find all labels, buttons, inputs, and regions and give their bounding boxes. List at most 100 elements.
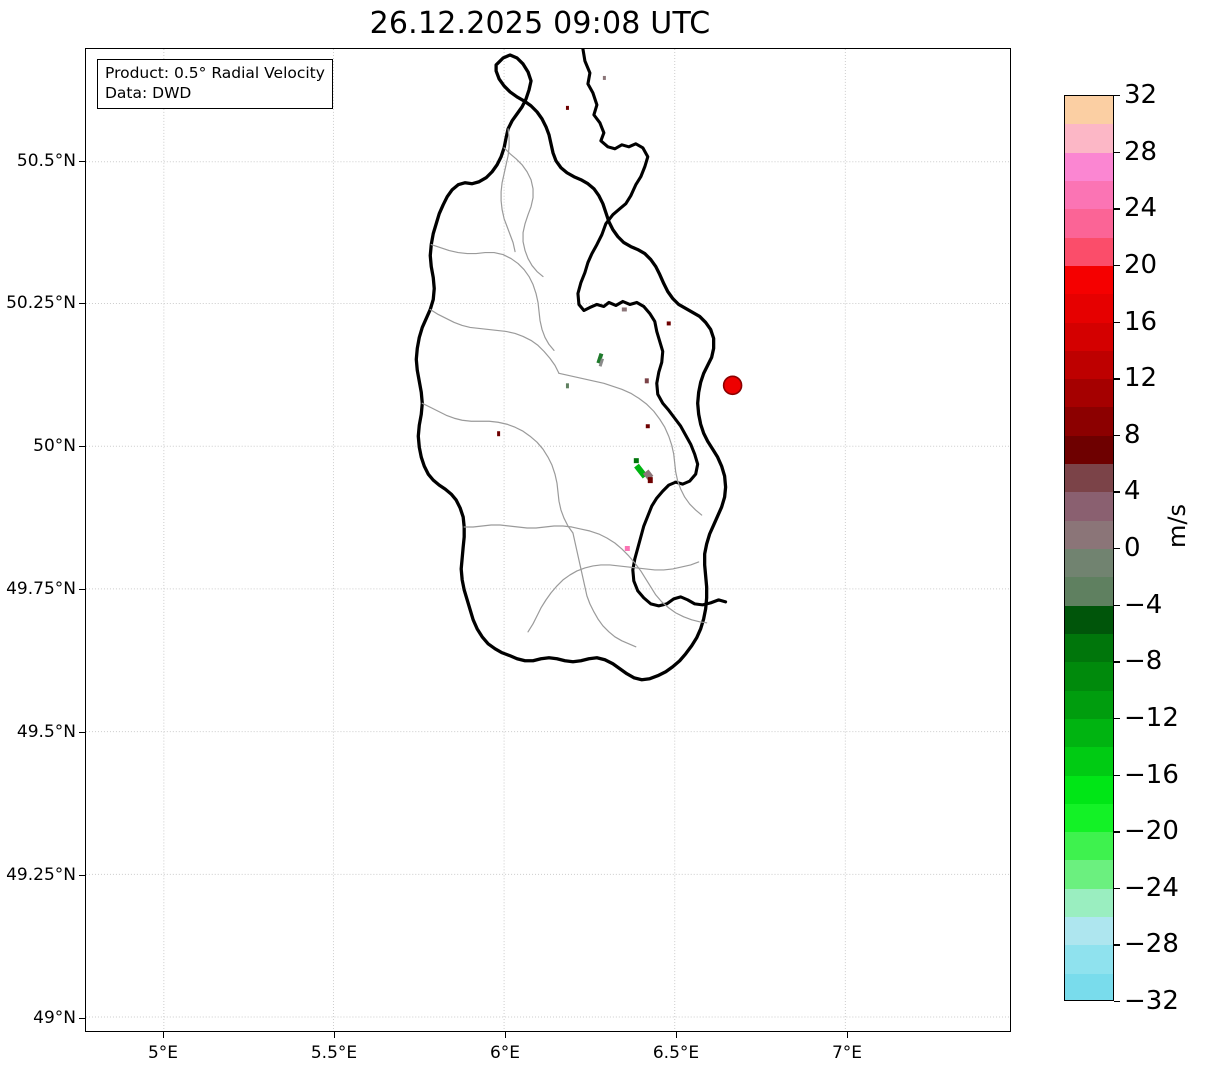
radar-echo <box>621 307 627 312</box>
colorbar-band <box>1065 464 1113 493</box>
colorbar-tick-mark <box>1114 1001 1120 1003</box>
annotation-data-line: Data: DWD <box>105 83 192 102</box>
colorbar-tick-label: −32 <box>1124 986 1179 1016</box>
y-tick-label: 49.5°N <box>16 722 76 742</box>
colorbar-axis-label: m/s <box>1163 504 1191 548</box>
colorbar-band <box>1065 549 1113 578</box>
colorbar-band <box>1065 96 1113 125</box>
x-tick-mark <box>847 1032 849 1038</box>
colorbar-tick-label: −24 <box>1124 872 1179 903</box>
map-canvas <box>86 49 1010 1031</box>
colorbar-tick-mark <box>1114 548 1120 550</box>
admin-boundaries <box>421 128 708 648</box>
colorbar-band <box>1065 633 1113 663</box>
colorbar-band <box>1065 237 1113 267</box>
colorbar-band <box>1065 860 1113 890</box>
radar-echo <box>647 477 653 484</box>
colorbar-tick-mark <box>1114 944 1120 946</box>
x-tick-mark <box>505 1032 507 1038</box>
colorbar-tick-label: 8 <box>1124 419 1141 450</box>
y-tick-label: 50°N <box>33 436 76 456</box>
colorbar-band <box>1065 747 1113 777</box>
colorbar-band <box>1065 888 1113 918</box>
y-tick-mark <box>79 446 85 448</box>
x-tick-label: 7°E <box>831 1043 863 1063</box>
x-tick-label: 6.5°E <box>652 1043 700 1063</box>
colorbar-tick-label: 12 <box>1124 363 1158 394</box>
x-tick-mark <box>163 1032 165 1038</box>
colorbar-tick-label: −28 <box>1124 929 1179 960</box>
annotation-product-line: Product: 0.5° Radial Velocity <box>105 64 325 82</box>
colorbar-tick-mark <box>1114 151 1120 154</box>
colorbar[interactable] <box>1064 95 1114 1001</box>
colorbar-band <box>1065 662 1113 692</box>
y-tick-label: 49.25°N <box>6 865 76 885</box>
colorbar-band <box>1065 379 1113 409</box>
radar-echo <box>633 458 639 464</box>
page-title: 26.12.2025 09:08 UTC <box>369 6 711 41</box>
x-tick-mark <box>334 1032 336 1038</box>
colorbar-tick-mark <box>1114 321 1120 323</box>
colorbar-tick-mark <box>1114 774 1120 776</box>
x-tick-label: 6°E <box>489 1043 521 1063</box>
colorbar-tick-label: −20 <box>1124 816 1179 847</box>
colorbar-tick-mark <box>1114 378 1120 380</box>
colorbar-band <box>1065 152 1113 182</box>
y-tick-label: 50.25°N <box>6 293 76 313</box>
radar-echo <box>644 378 649 384</box>
colorbar-tick-mark <box>1114 264 1120 267</box>
colorbar-band <box>1065 209 1113 239</box>
colorbar-tick-label: −4 <box>1124 589 1163 620</box>
colorbar-band <box>1065 718 1113 748</box>
country-borders <box>576 49 728 608</box>
y-tick-mark <box>79 589 85 591</box>
colorbar-tick-label: 28 <box>1124 136 1158 167</box>
colorbar-band <box>1065 124 1113 154</box>
radar-site-marker <box>722 375 743 396</box>
colorbar-band <box>1065 803 1113 833</box>
grid-lines <box>86 49 1010 1031</box>
colorbar-band <box>1065 322 1113 352</box>
colorbar-band <box>1065 520 1113 550</box>
x-tick-label: 5°E <box>147 1043 179 1063</box>
radar-echo <box>602 75 606 80</box>
colorbar-tick-mark <box>1114 208 1120 210</box>
y-tick-mark <box>79 161 85 163</box>
y-tick-mark <box>79 732 85 734</box>
colorbar-tick-mark <box>1114 661 1120 663</box>
colorbar-band <box>1065 605 1113 635</box>
radar-echo <box>598 358 605 367</box>
colorbar-tick-mark <box>1114 717 1120 720</box>
colorbar-band <box>1065 294 1113 324</box>
colorbar-band <box>1065 973 1113 1000</box>
y-tick-label: 49.75°N <box>6 579 76 599</box>
radar-echo <box>497 431 501 437</box>
colorbar-tick-label: −8 <box>1124 646 1163 677</box>
radar-echo <box>666 321 671 326</box>
radar-echo <box>565 383 569 389</box>
colorbar-tick-label: −16 <box>1124 759 1179 790</box>
colorbar-band <box>1065 435 1113 465</box>
radar-echo <box>596 353 604 364</box>
radar-echo-layer <box>497 75 671 551</box>
x-tick-label: 5.5°E <box>310 1043 358 1063</box>
y-tick-mark <box>79 875 85 877</box>
x-tick-mark <box>676 1032 678 1038</box>
luxembourg-border <box>414 53 728 682</box>
colorbar-tick-label: 20 <box>1124 249 1158 280</box>
colorbar-tick-mark <box>1114 887 1120 890</box>
map-axes[interactable]: Product: 0.5° Radial Velocity Data: DWD <box>85 48 1011 1032</box>
colorbar-band <box>1065 265 1113 295</box>
product-annotation-box: Product: 0.5° Radial Velocity Data: DWD <box>97 59 333 110</box>
colorbar-tick-label: 24 <box>1124 193 1158 224</box>
colorbar-band <box>1065 832 1113 862</box>
colorbar-tick-label: 0 <box>1124 533 1141 563</box>
colorbar-band <box>1065 945 1113 975</box>
colorbar-tick-mark <box>1114 604 1120 607</box>
colorbar-tick-label: 32 <box>1124 80 1158 110</box>
y-tick-label: 49°N <box>33 1008 76 1028</box>
colorbar-tick-mark <box>1114 831 1120 833</box>
colorbar-tick-label: 16 <box>1124 306 1158 337</box>
colorbar-band <box>1065 407 1113 437</box>
